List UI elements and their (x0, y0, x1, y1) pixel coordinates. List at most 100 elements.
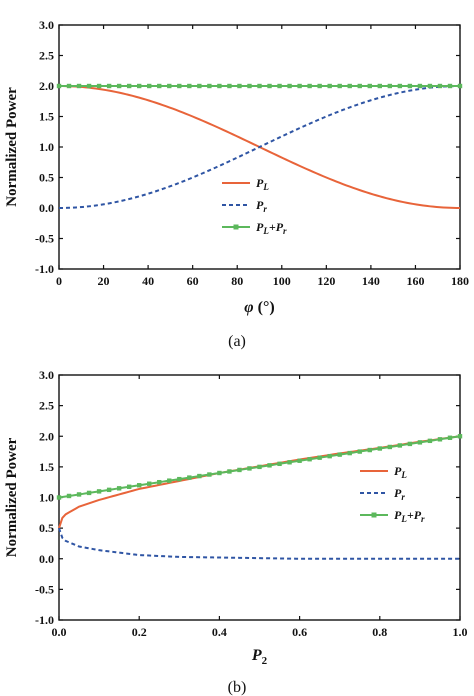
series-marker (167, 83, 172, 89)
legend-marker (233, 224, 239, 230)
series-marker (137, 483, 142, 488)
series-marker (277, 461, 282, 467)
y-tick-label: 3.0 (39, 18, 54, 32)
series-marker (76, 83, 82, 89)
series-marker (417, 440, 423, 445)
panel-caption: (a) (228, 333, 246, 350)
series-marker (437, 83, 443, 89)
series-marker (157, 83, 162, 89)
x-tick-label: 160 (406, 274, 424, 288)
series-marker (86, 83, 92, 89)
y-tick-label: 3.0 (39, 368, 54, 382)
y-tick-label: -1.0 (35, 262, 54, 276)
legend: PL Pr PL+Pr (222, 176, 287, 236)
x-tick-label: 120 (317, 274, 335, 288)
series-marker (177, 83, 182, 89)
series-marker (147, 83, 152, 89)
x-tick-label: 40 (142, 274, 154, 288)
series-marker (267, 83, 272, 89)
series-marker (177, 476, 182, 482)
series-marker (337, 452, 342, 457)
x-tick-label: 20 (98, 274, 110, 288)
series-marker (317, 455, 322, 460)
y-tick-label: 2.5 (39, 49, 54, 63)
series-marker (56, 495, 62, 500)
series-marker (417, 83, 423, 89)
y-axis-label: Normalized Power (4, 87, 20, 207)
panel-caption: (b) (228, 679, 247, 696)
series-marker (397, 83, 403, 89)
x-tick-label: 0.2 (132, 625, 147, 639)
y-tick-label: -0.5 (35, 582, 54, 596)
series-marker (387, 444, 393, 450)
x-tick-label: 180 (451, 274, 469, 288)
series-marker (137, 83, 142, 89)
series-marker (357, 449, 362, 454)
x-tick-label: 60 (187, 274, 199, 288)
series-marker (86, 490, 92, 496)
series-marker (457, 434, 463, 439)
series-marker (307, 457, 312, 462)
series-marker (237, 83, 242, 89)
series-marker (447, 435, 453, 440)
series-marker (377, 83, 382, 89)
series-marker (367, 83, 372, 89)
series-marker (457, 83, 463, 89)
series-marker (227, 83, 232, 89)
series-marker (297, 83, 302, 89)
series-marker (407, 441, 413, 447)
series-marker (56, 83, 62, 89)
chart-panel-b: -1.0 -0.5 0.0 0.5 1.0 1.5 2.0 2.5 3.0 0.0 0.2 0.4 0.… (4, 368, 468, 696)
series-marker (116, 83, 122, 89)
series-marker (237, 467, 242, 473)
series-marker (197, 83, 202, 89)
legend: PL Pr PL+Pr (360, 464, 425, 524)
series-marker (277, 83, 282, 89)
series-marker (387, 83, 393, 89)
x-axis-label: P2 (251, 647, 268, 667)
series-marker (247, 83, 252, 89)
series-marker (427, 438, 433, 444)
series-marker (437, 437, 443, 442)
series-marker (106, 83, 112, 89)
y-tick-label: 1.0 (39, 140, 54, 154)
y-tick-label: -0.5 (35, 232, 54, 246)
y-tick-label: 0.5 (39, 521, 54, 535)
series-marker (126, 83, 132, 89)
y-tick-label: 1.0 (39, 491, 54, 505)
series-line-p-r (58, 527, 460, 560)
series-marker (157, 479, 162, 485)
series-marker (106, 487, 112, 493)
series-marker (287, 460, 292, 465)
y-tick-label: 0.5 (39, 171, 54, 185)
x-tick-label: 80 (231, 274, 243, 288)
series-marker (207, 83, 212, 89)
series-marker (337, 83, 342, 89)
series-marker (377, 446, 382, 451)
series-marker (447, 83, 453, 89)
series-marker (76, 492, 82, 497)
chart-panel-a: -1.0 -0.5 0.0 0.5 1.0 1.5 2.0 2.5 3.0 0 20 40 60 80 10… (4, 18, 469, 350)
series-marker (197, 473, 202, 479)
series-marker (397, 443, 403, 448)
y-tick-label: 2.0 (39, 429, 54, 443)
series-marker (126, 484, 132, 489)
y-tick-label: 0.0 (39, 552, 54, 566)
y-axis-label: Normalized Power (4, 437, 20, 557)
series-marker (267, 463, 272, 468)
series-marker (317, 83, 322, 89)
series-marker (96, 83, 102, 89)
x-tick-label: 100 (273, 274, 291, 288)
series-marker (327, 453, 332, 459)
x-tick-label: 0.0 (52, 625, 67, 639)
series-marker (187, 475, 192, 480)
x-tick-label: 1.0 (453, 625, 468, 639)
series-marker (147, 481, 152, 486)
series-marker (66, 83, 72, 89)
series-marker (217, 83, 222, 89)
y-tick-label: 0.0 (39, 201, 54, 215)
x-tick-label: 0 (56, 274, 62, 288)
series-marker (257, 83, 262, 89)
series-marker (427, 83, 433, 89)
